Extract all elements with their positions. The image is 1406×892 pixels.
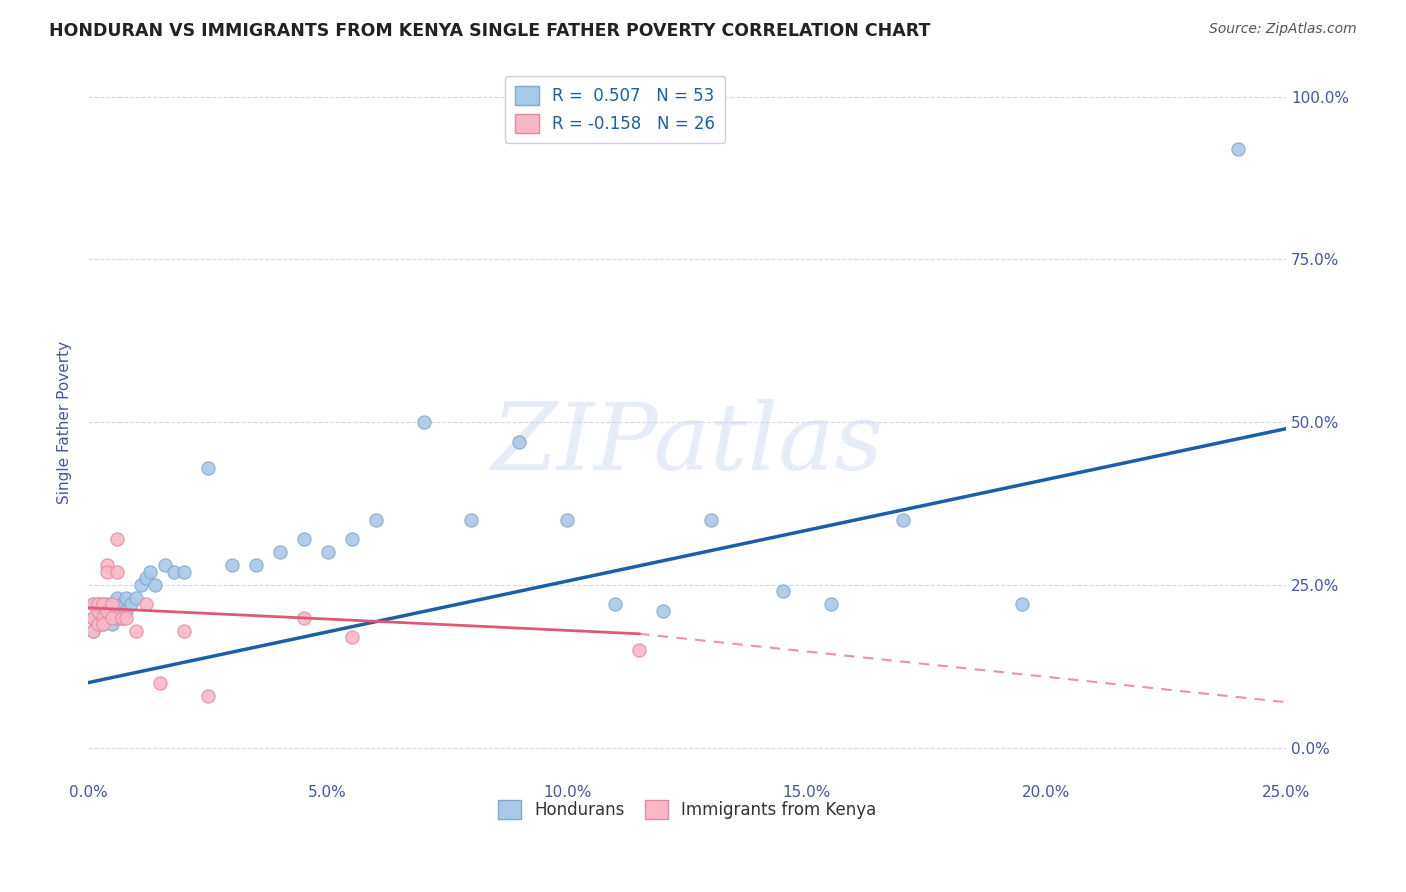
Point	[221, 558, 243, 573]
Point	[82, 598, 104, 612]
Point	[111, 610, 134, 624]
Point	[149, 675, 172, 690]
Text: HONDURAN VS IMMIGRANTS FROM KENYA SINGLE FATHER POVERTY CORRELATION CHART: HONDURAN VS IMMIGRANTS FROM KENYA SINGLE…	[49, 22, 931, 40]
Text: Source: ZipAtlas.com: Source: ZipAtlas.com	[1209, 22, 1357, 37]
Point	[316, 545, 339, 559]
Point	[135, 571, 157, 585]
Point	[628, 643, 651, 657]
Point	[87, 617, 110, 632]
Point	[292, 533, 315, 547]
Point	[91, 598, 114, 612]
Point	[115, 591, 138, 605]
Point	[91, 604, 114, 618]
Point	[101, 604, 124, 618]
Point	[96, 604, 118, 618]
Point	[101, 617, 124, 632]
Point	[120, 598, 142, 612]
Point	[508, 434, 530, 449]
Point	[340, 533, 363, 547]
Point	[173, 565, 195, 579]
Point	[605, 598, 627, 612]
Point	[91, 617, 114, 632]
Point	[105, 591, 128, 605]
Point	[87, 604, 110, 618]
Point	[91, 598, 114, 612]
Point	[82, 610, 104, 624]
Point	[82, 610, 104, 624]
Point	[143, 578, 166, 592]
Point	[364, 513, 387, 527]
Point	[125, 624, 148, 638]
Point	[555, 513, 578, 527]
Point	[197, 689, 219, 703]
Point	[87, 604, 110, 618]
Point	[105, 565, 128, 579]
Point	[197, 460, 219, 475]
Point	[292, 610, 315, 624]
Point	[91, 617, 114, 632]
Point	[96, 610, 118, 624]
Point	[96, 604, 118, 618]
Point	[101, 598, 124, 612]
Point	[101, 598, 124, 612]
Point	[820, 598, 842, 612]
Point	[82, 624, 104, 638]
Point	[412, 415, 434, 429]
Point	[460, 513, 482, 527]
Point	[700, 513, 723, 527]
Point	[91, 610, 114, 624]
Point	[891, 513, 914, 527]
Point	[101, 610, 124, 624]
Point	[135, 598, 157, 612]
Point	[652, 604, 675, 618]
Point	[91, 610, 114, 624]
Point	[115, 610, 138, 624]
Point	[115, 604, 138, 618]
Point	[173, 624, 195, 638]
Point	[105, 533, 128, 547]
Point	[139, 565, 162, 579]
Point	[96, 565, 118, 579]
Text: ZIPatlas: ZIPatlas	[491, 399, 883, 489]
Point	[163, 565, 186, 579]
Point	[87, 617, 110, 632]
Point	[96, 558, 118, 573]
Point	[340, 630, 363, 644]
Point	[153, 558, 176, 573]
Point	[87, 598, 110, 612]
Point	[82, 598, 104, 612]
Point	[1227, 142, 1250, 156]
Point	[82, 624, 104, 638]
Legend: Hondurans, Immigrants from Kenya: Hondurans, Immigrants from Kenya	[491, 793, 883, 826]
Point	[129, 578, 152, 592]
Point	[105, 610, 128, 624]
Point	[125, 591, 148, 605]
Point	[269, 545, 291, 559]
Point	[105, 604, 128, 618]
Point	[87, 598, 110, 612]
Point	[111, 610, 134, 624]
Point	[111, 598, 134, 612]
Point	[1011, 598, 1033, 612]
Y-axis label: Single Father Poverty: Single Father Poverty	[58, 341, 72, 504]
Point	[772, 584, 794, 599]
Point	[87, 610, 110, 624]
Point	[245, 558, 267, 573]
Point	[96, 598, 118, 612]
